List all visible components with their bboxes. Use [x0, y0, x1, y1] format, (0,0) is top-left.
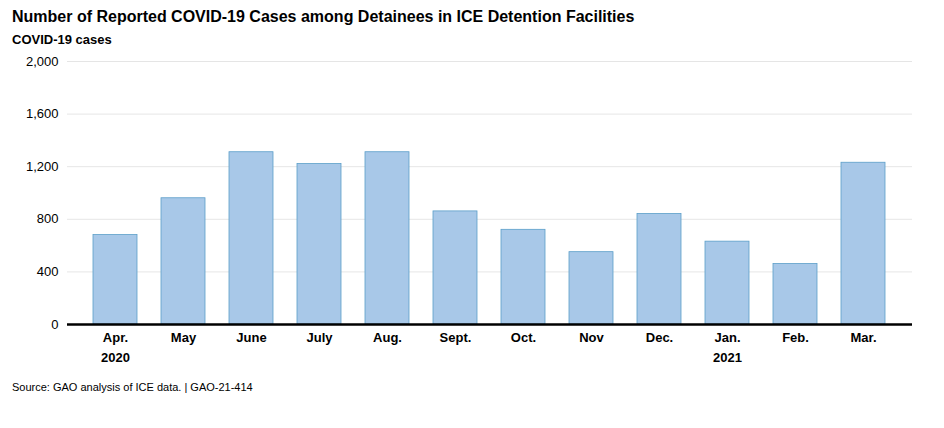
svg-text:Feb.: Feb.	[782, 330, 809, 345]
svg-text:Jan.: Jan.	[714, 330, 740, 345]
svg-text:1,600: 1,600	[26, 106, 59, 121]
svg-text:Oct.: Oct.	[511, 330, 536, 345]
svg-text:Nov: Nov	[579, 330, 604, 345]
svg-text:Apr.: Apr.	[103, 330, 128, 345]
svg-text:Dec.: Dec.	[646, 330, 673, 345]
svg-text:July: July	[306, 330, 333, 345]
html-text:Source: GAO analysis of ICE da: Source: GAO analysis of ICE data. | GAO-…	[12, 381, 253, 393]
svg-text:Mar.: Mar.	[850, 330, 876, 345]
svg-text:0: 0	[51, 317, 58, 332]
svg-text:2021: 2021	[713, 350, 742, 365]
html-text:COVID-19 cases: COVID-19 cases	[12, 32, 112, 47]
svg-text:May: May	[171, 330, 197, 345]
svg-text:800: 800	[37, 211, 59, 226]
svg-text:June: June	[236, 330, 266, 345]
svg-text:2020: 2020	[101, 350, 130, 365]
svg-text:400: 400	[37, 264, 59, 279]
svg-text:1,200: 1,200	[26, 159, 59, 174]
svg-text:Sept.: Sept.	[440, 330, 472, 345]
html-text:Number of Reported COVID-19 Ca: Number of Reported COVID-19 Cases among …	[12, 8, 635, 25]
svg-text:Aug.: Aug.	[373, 330, 402, 345]
svg-text:2,000: 2,000	[26, 54, 59, 69]
